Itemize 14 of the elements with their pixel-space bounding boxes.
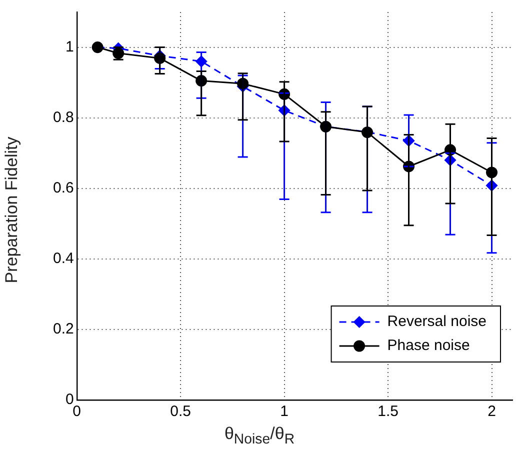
y-tick-label: 0.2 (52, 320, 74, 338)
y-tick-label: 0.6 (52, 180, 74, 197)
y-axis-title: Preparation Fidelity (2, 136, 22, 286)
x-tick-label: 1 (280, 403, 288, 420)
legend-label: Phase noise (387, 337, 470, 354)
y-tick-label: 0.8 (52, 108, 74, 126)
x-tick-label: 2 (488, 403, 496, 420)
x-tick-label: 1.5 (378, 403, 398, 420)
y-tick-label: 1 (66, 38, 74, 56)
y-tick-label: 0.4 (52, 250, 74, 268)
legend-label: Reversal noise (387, 313, 487, 330)
x-tick-label: 0.5 (170, 403, 192, 420)
x-axis-title: θ$_{Noise}$/θ$_{R}$ (223, 424, 296, 448)
y-tick-label: 0 (66, 391, 74, 408)
